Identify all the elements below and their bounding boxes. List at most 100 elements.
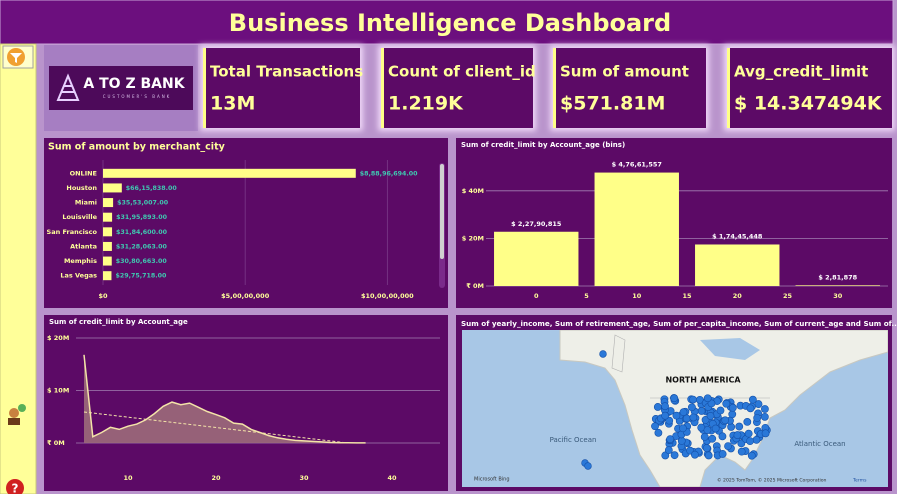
title-bar [0, 0, 894, 45]
map [462, 330, 888, 487]
x-tick-label: 0 [534, 292, 539, 300]
logo-name: A TO Z BANK [83, 76, 185, 92]
y-tick-label: $ 10M [47, 387, 69, 395]
logo-mark [56, 73, 80, 101]
card-value: 13M [210, 93, 255, 115]
x-tick-label: 10 [123, 474, 133, 482]
map-dot [679, 424, 687, 433]
map-ocean-label: Pacific Ocean [550, 436, 597, 444]
value-label: $31,28,063.00 [116, 243, 168, 250]
map-dot [754, 400, 763, 408]
x-tick-label: 30 [299, 474, 309, 482]
map-dot [661, 411, 670, 420]
card-label: Total Transactions [210, 63, 363, 81]
map-dot [702, 444, 711, 453]
map-dot [721, 416, 730, 425]
map-dot [584, 462, 592, 470]
x-tick-label: 40 [387, 474, 397, 482]
card-value: $ 14.347494K [734, 93, 883, 115]
map-dot [743, 418, 752, 426]
map-dot [707, 399, 716, 408]
bar [103, 271, 112, 281]
card-accent [203, 48, 206, 128]
bar [795, 285, 880, 286]
card [553, 48, 706, 128]
chart-panel [44, 315, 448, 491]
help-button[interactable]: ? [6, 479, 24, 494]
x-tick-label: 20 [733, 292, 743, 300]
bar [103, 256, 112, 266]
x-tick-label: $10,00,00,000 [361, 292, 414, 300]
map-title: Sum of yearly_income, Sum of retirement_… [461, 319, 897, 328]
map-dot [661, 402, 669, 411]
map-dot [761, 405, 769, 413]
map-dot [761, 429, 770, 438]
map-dot [689, 413, 698, 422]
card [381, 48, 533, 128]
map-dot [664, 446, 673, 455]
bar [103, 212, 113, 222]
bar [103, 168, 356, 178]
category-label: Louisville [62, 213, 97, 221]
sidebar [0, 43, 37, 494]
map-dot [688, 403, 696, 412]
map-dot [679, 408, 688, 417]
map-dot [689, 395, 697, 404]
y-tick-label: ₹ 0M [466, 282, 484, 290]
dashboard-title: Business Intelligence Dashboard [229, 9, 671, 37]
kpi-cards: Total Transactions 13M Count of client_id 1… [200, 45, 895, 131]
bar [103, 183, 122, 193]
assistant-icon[interactable] [8, 404, 26, 425]
map-attribution: © 2025 TomTom, © 2025 Microsoft Corporat… [717, 477, 827, 484]
map-continent: NORTH AMERICA [665, 376, 741, 385]
map-dot [735, 422, 744, 431]
chart-title: Sum of credit_limit by Account_age (bins… [461, 141, 625, 149]
card [203, 48, 360, 128]
value-label: $ 1,74,45,448 [712, 232, 763, 240]
map-dot [708, 434, 717, 443]
map-dot [700, 432, 709, 441]
map-dot [651, 422, 659, 431]
x-tick-label: 20 [211, 474, 221, 482]
category-label: Houston [66, 184, 97, 192]
map-dot [666, 435, 675, 444]
map-dot [753, 414, 762, 422]
x-tick-label: 30 [833, 292, 843, 300]
map-dot [670, 394, 679, 403]
map-dot [718, 450, 727, 458]
map-brand: Microsoft Bing [474, 477, 510, 483]
map-dot [672, 411, 681, 420]
value-label: $35,53,007.00 [117, 200, 169, 207]
map-dot [716, 406, 725, 415]
category-label: Memphis [64, 257, 97, 265]
map-dot [703, 394, 712, 403]
help-glyph: ? [12, 482, 19, 494]
category-label: Las Vegas [60, 272, 97, 280]
map-dots [581, 350, 771, 470]
card-accent [553, 48, 556, 128]
value-label: $31,84,600.00 [116, 229, 168, 236]
map-dot [718, 432, 727, 441]
value-label: $30,80,663.00 [116, 258, 168, 265]
logo-mark-lines [62, 85, 74, 93]
map-dot [760, 412, 769, 421]
map-bay [700, 338, 760, 360]
x-tick-label: 10 [632, 292, 642, 300]
value-label: $ 4,76,61,557 [612, 161, 662, 169]
x-tick-label: 15 [682, 292, 692, 300]
map-dot [724, 442, 732, 451]
map-dot [747, 451, 756, 460]
map-terms[interactable]: Terms [852, 478, 867, 484]
card-value: 1.219K [388, 93, 464, 115]
map-dot [711, 424, 720, 433]
line [83, 354, 366, 444]
filter-button[interactable] [2, 45, 34, 69]
category-label: San Francisco [47, 228, 98, 236]
value-label: $8,88,96,694.00 [360, 170, 418, 177]
x-tick-label: $5,00,00,000 [221, 292, 270, 300]
scrollbar-thumb [440, 164, 444, 259]
map-dot [737, 447, 746, 456]
x-tick-label: 5 [584, 292, 589, 300]
y-tick-label: $ 40M [462, 187, 484, 195]
